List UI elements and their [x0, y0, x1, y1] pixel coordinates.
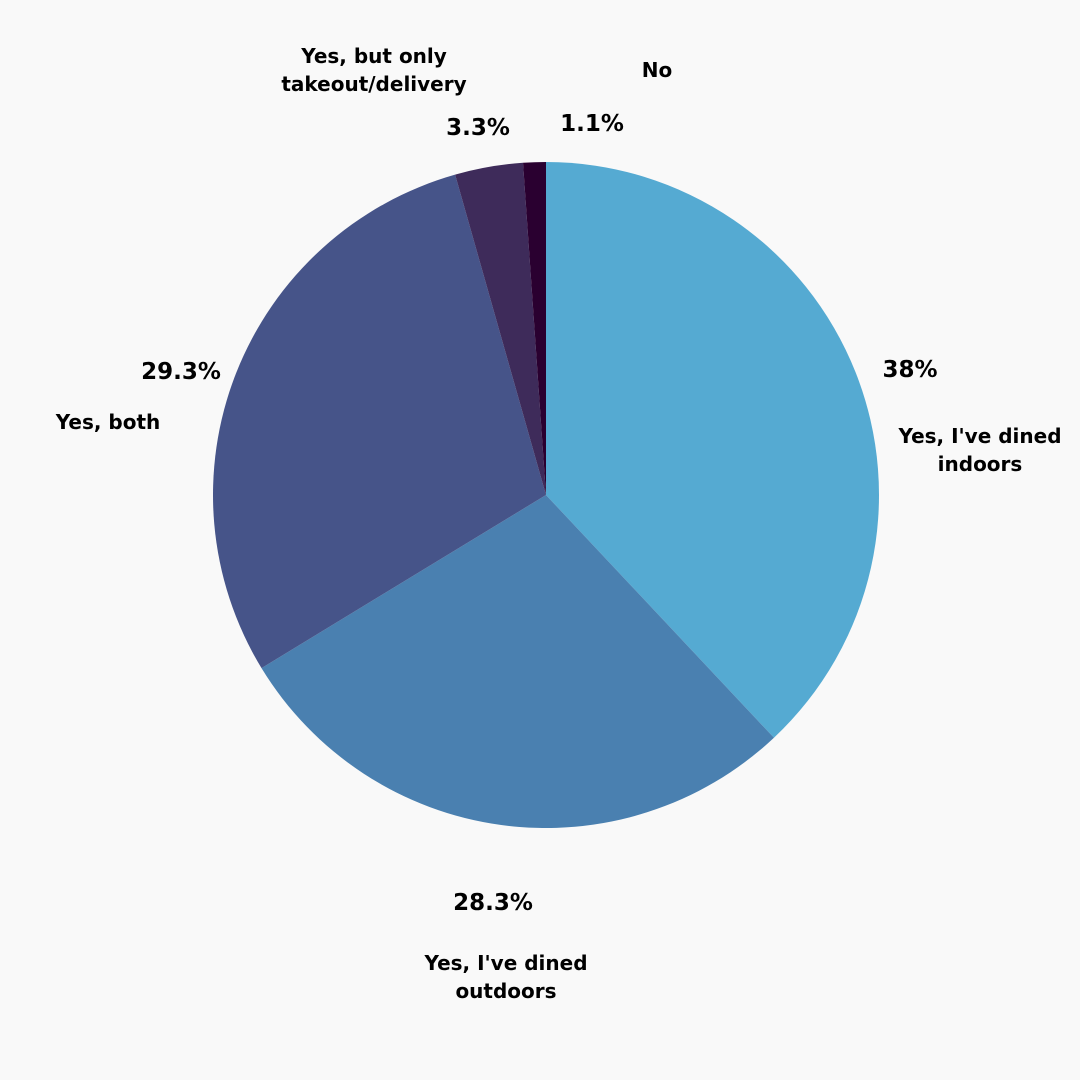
category-label: No — [641, 58, 673, 82]
data-label: 38% — [882, 356, 938, 383]
data-label: 1.1% — [560, 110, 624, 137]
pie-slice — [523, 162, 546, 495]
category-label: Yes, I've dined indoors — [898, 424, 1062, 476]
pie-slice — [261, 495, 774, 829]
category-label: Yes, I've dined outdoors — [424, 951, 588, 1003]
category-label: Yes, both — [55, 410, 161, 434]
pie-slice — [546, 162, 880, 738]
pie-slice — [455, 162, 546, 495]
data-label: 3.3% — [446, 114, 510, 141]
category-label: Yes, but only takeout/delivery — [281, 44, 467, 96]
data-label: 29.3% — [141, 358, 221, 385]
data-label: 28.3% — [453, 889, 533, 916]
pie-slice — [213, 174, 547, 669]
